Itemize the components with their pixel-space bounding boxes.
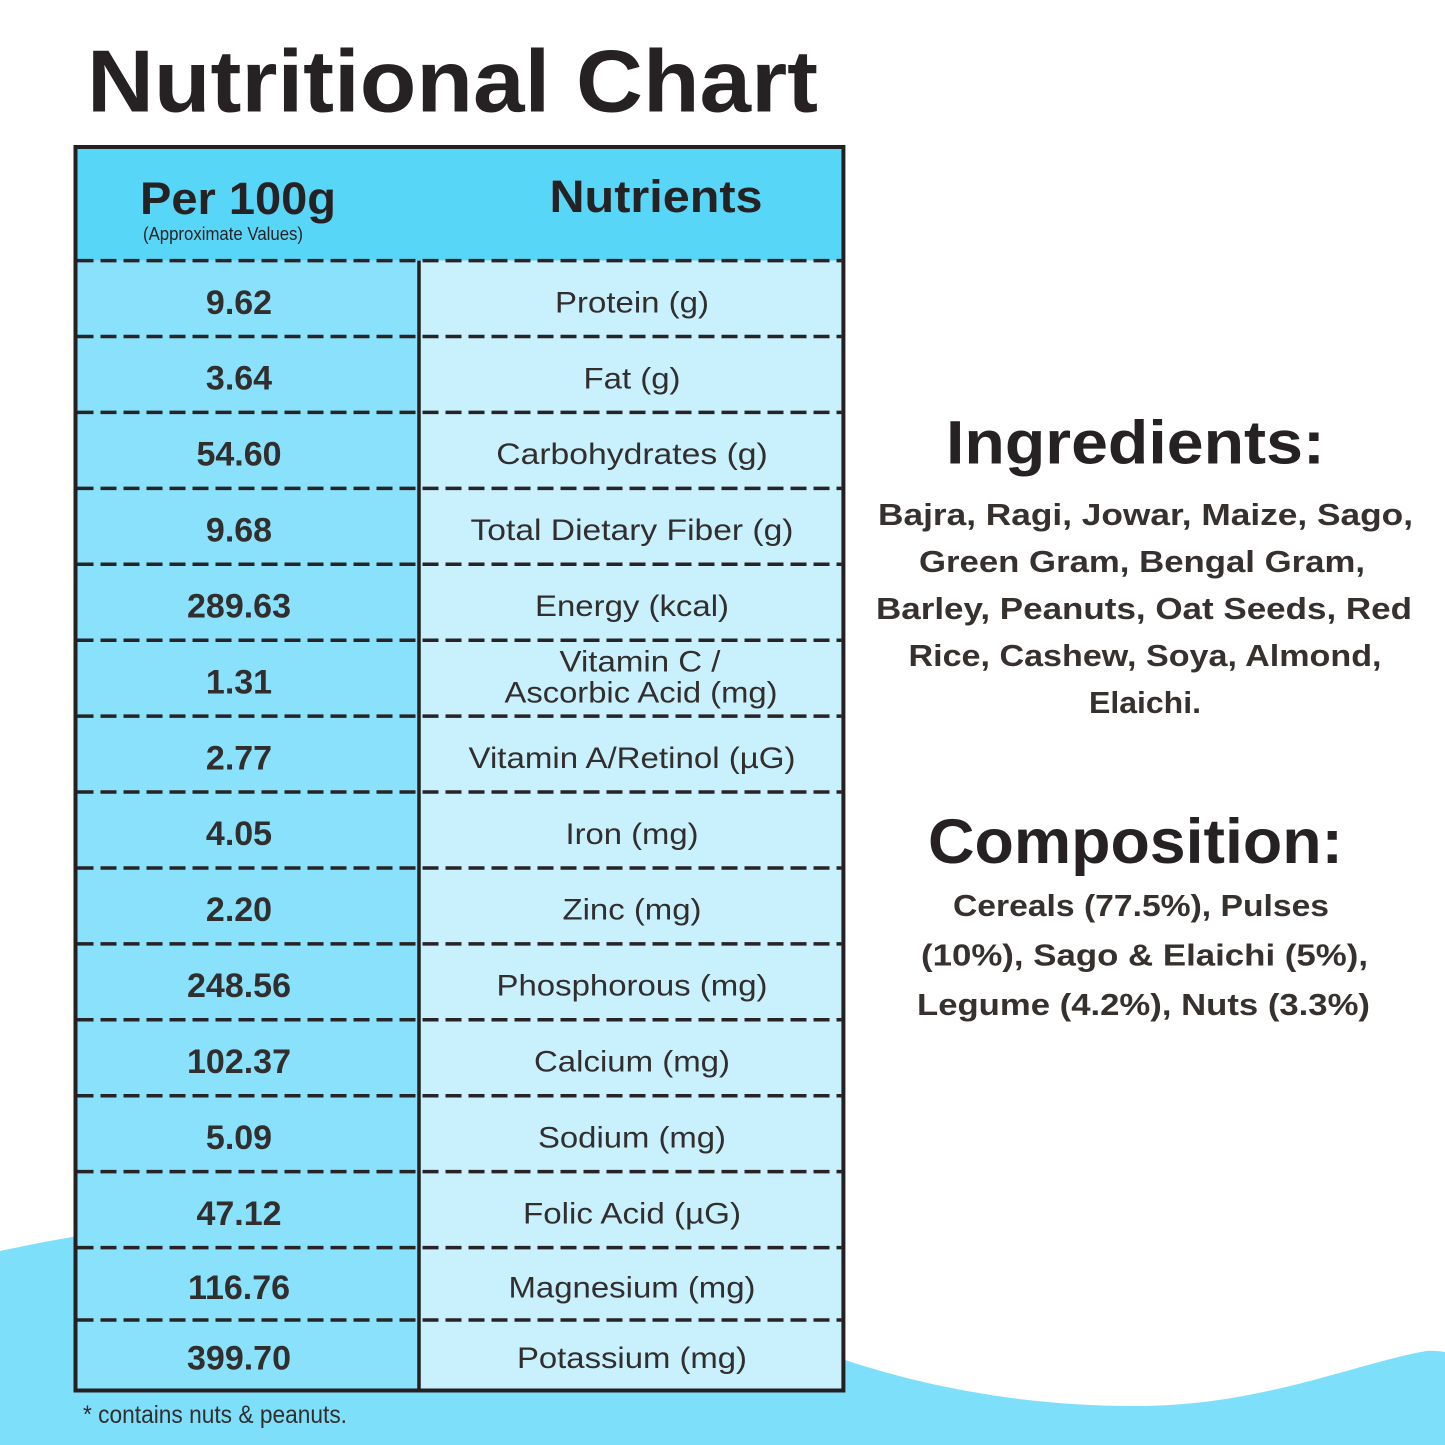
svg-text:116.76: 116.76: [188, 1269, 290, 1307]
svg-text:102.37: 102.37: [187, 1043, 291, 1081]
svg-text:* contains nuts & peanuts.: * contains nuts & peanuts.: [83, 1401, 347, 1429]
svg-text:Vitamin A/Retinol (µG): Vitamin A/Retinol (µG): [469, 742, 796, 775]
svg-text:3.64: 3.64: [206, 360, 272, 398]
svg-text:Elaichi.: Elaichi.: [1089, 685, 1201, 720]
svg-text:Magnesium (mg): Magnesium (mg): [509, 1272, 756, 1305]
svg-text:9.62: 9.62: [206, 284, 272, 322]
svg-text:2.20: 2.20: [206, 891, 272, 929]
svg-text:(Approximate Values): (Approximate Values): [143, 224, 303, 244]
svg-text:1.31: 1.31: [206, 663, 272, 701]
svg-text:Barley, Peanuts, Oat Seeds, Re: Barley, Peanuts, Oat Seeds, Red: [876, 591, 1412, 626]
svg-text:54.60: 54.60: [196, 436, 281, 474]
svg-text:Legume (4.2%), Nuts (3.3%): Legume (4.2%), Nuts (3.3%): [917, 987, 1370, 1022]
svg-text:4.05: 4.05: [206, 815, 272, 853]
svg-text:Bajra, Ragi, Jowar, Maize, Sag: Bajra, Ragi, Jowar, Maize, Sago,: [878, 497, 1413, 532]
svg-text:Ascorbic Acid (mg): Ascorbic Acid (mg): [505, 677, 778, 710]
svg-text:Vitamin C /: Vitamin C /: [560, 646, 722, 679]
svg-text:Folic Acid (µG): Folic Acid (µG): [523, 1197, 741, 1230]
svg-text:Potassium (mg): Potassium (mg): [517, 1342, 747, 1375]
svg-text:Calcium (mg): Calcium (mg): [534, 1046, 730, 1079]
svg-text:Protein (g): Protein (g): [555, 286, 709, 319]
svg-text:Nutritional Chart: Nutritional Chart: [87, 32, 818, 131]
svg-text:5.09: 5.09: [206, 1119, 272, 1157]
svg-text:Green Gram, Bengal Gram,: Green Gram, Bengal Gram,: [919, 544, 1365, 579]
svg-text:Rice, Cashew, Soya, Almond,: Rice, Cashew, Soya, Almond,: [909, 638, 1382, 673]
svg-text:Nutrients: Nutrients: [550, 171, 763, 222]
svg-text:Sodium (mg): Sodium (mg): [538, 1122, 726, 1155]
svg-text:Fat (g): Fat (g): [584, 362, 681, 395]
svg-text:Phosphorous (mg): Phosphorous (mg): [497, 970, 768, 1003]
svg-text:Ingredients:: Ingredients:: [946, 408, 1325, 476]
svg-text:Cereals (77.5%), Pulses: Cereals (77.5%), Pulses: [953, 888, 1329, 923]
svg-text:9.68: 9.68: [206, 512, 272, 550]
svg-text:2.77: 2.77: [206, 739, 272, 777]
svg-text:Composition:: Composition:: [928, 807, 1343, 877]
svg-text:Iron (mg): Iron (mg): [566, 818, 699, 851]
svg-text:Per 100g: Per 100g: [140, 173, 336, 224]
svg-text:Total Dietary Fiber (g): Total Dietary Fiber (g): [471, 514, 794, 547]
svg-text:Carbohydrates (g): Carbohydrates (g): [496, 438, 768, 471]
svg-text:Energy (kcal): Energy (kcal): [535, 590, 729, 623]
svg-text:Zinc (mg): Zinc (mg): [563, 894, 702, 927]
svg-text:47.12: 47.12: [196, 1195, 281, 1233]
svg-text:(10%), Sago & Elaichi (5%),: (10%), Sago & Elaichi (5%),: [921, 938, 1368, 973]
svg-text:289.63: 289.63: [187, 587, 291, 625]
svg-text:248.56: 248.56: [187, 967, 291, 1005]
svg-text:399.70: 399.70: [187, 1340, 291, 1378]
